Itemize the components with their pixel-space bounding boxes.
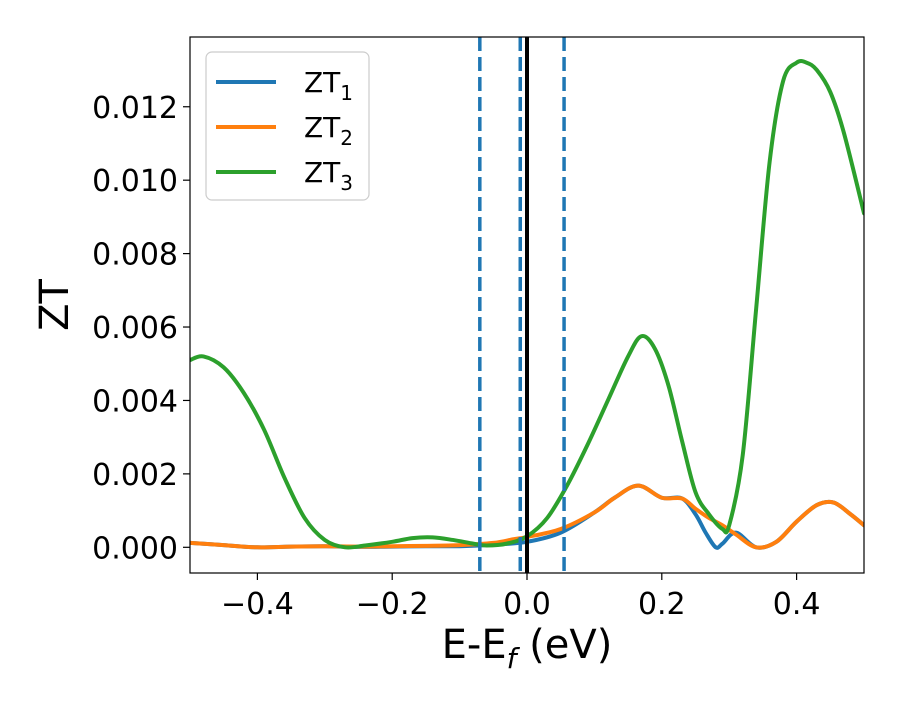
y-tick-label: 0.000 [92,531,178,566]
series-layer [190,59,864,550]
x-tick-label: 0.4 [773,587,821,622]
series-line-zt3 [190,59,864,550]
x-axis-label-unit: (eV) [516,622,612,668]
legend-label-3: ZT3 [304,156,353,195]
x-tick-label: −0.4 [221,587,294,622]
y-tick-label: 0.006 [92,311,178,346]
x-axis-label-main: E-E [442,622,507,668]
y-tick-label: 0.004 [92,384,178,419]
x-axis-label: E-Ef (eV) [442,622,613,675]
x-tick-label: 0.0 [503,587,551,622]
y-tick-label: 0.010 [92,164,178,199]
legend-label-2: ZT2 [304,111,353,150]
y-tick-label: 0.008 [92,238,178,273]
y-axis-ticks: 0.000 0.002 0.004 0.006 0.008 0.010 0.012 [92,91,190,566]
legend-box [205,51,370,201]
x-tick-label: 0.2 [638,587,686,622]
legend-label-1: ZT1 [304,66,353,105]
x-axis-ticks: −0.4 −0.2 0.0 0.2 0.4 [221,573,820,622]
y-tick-label: 0.012 [92,91,178,126]
vertical-lines-layer [478,37,566,573]
legend: ZT1 ZT2 ZT3 [205,51,370,201]
x-tick-label: −0.2 [356,587,429,622]
y-axis-label: ZT [32,279,78,331]
y-tick-label: 0.002 [92,458,178,493]
